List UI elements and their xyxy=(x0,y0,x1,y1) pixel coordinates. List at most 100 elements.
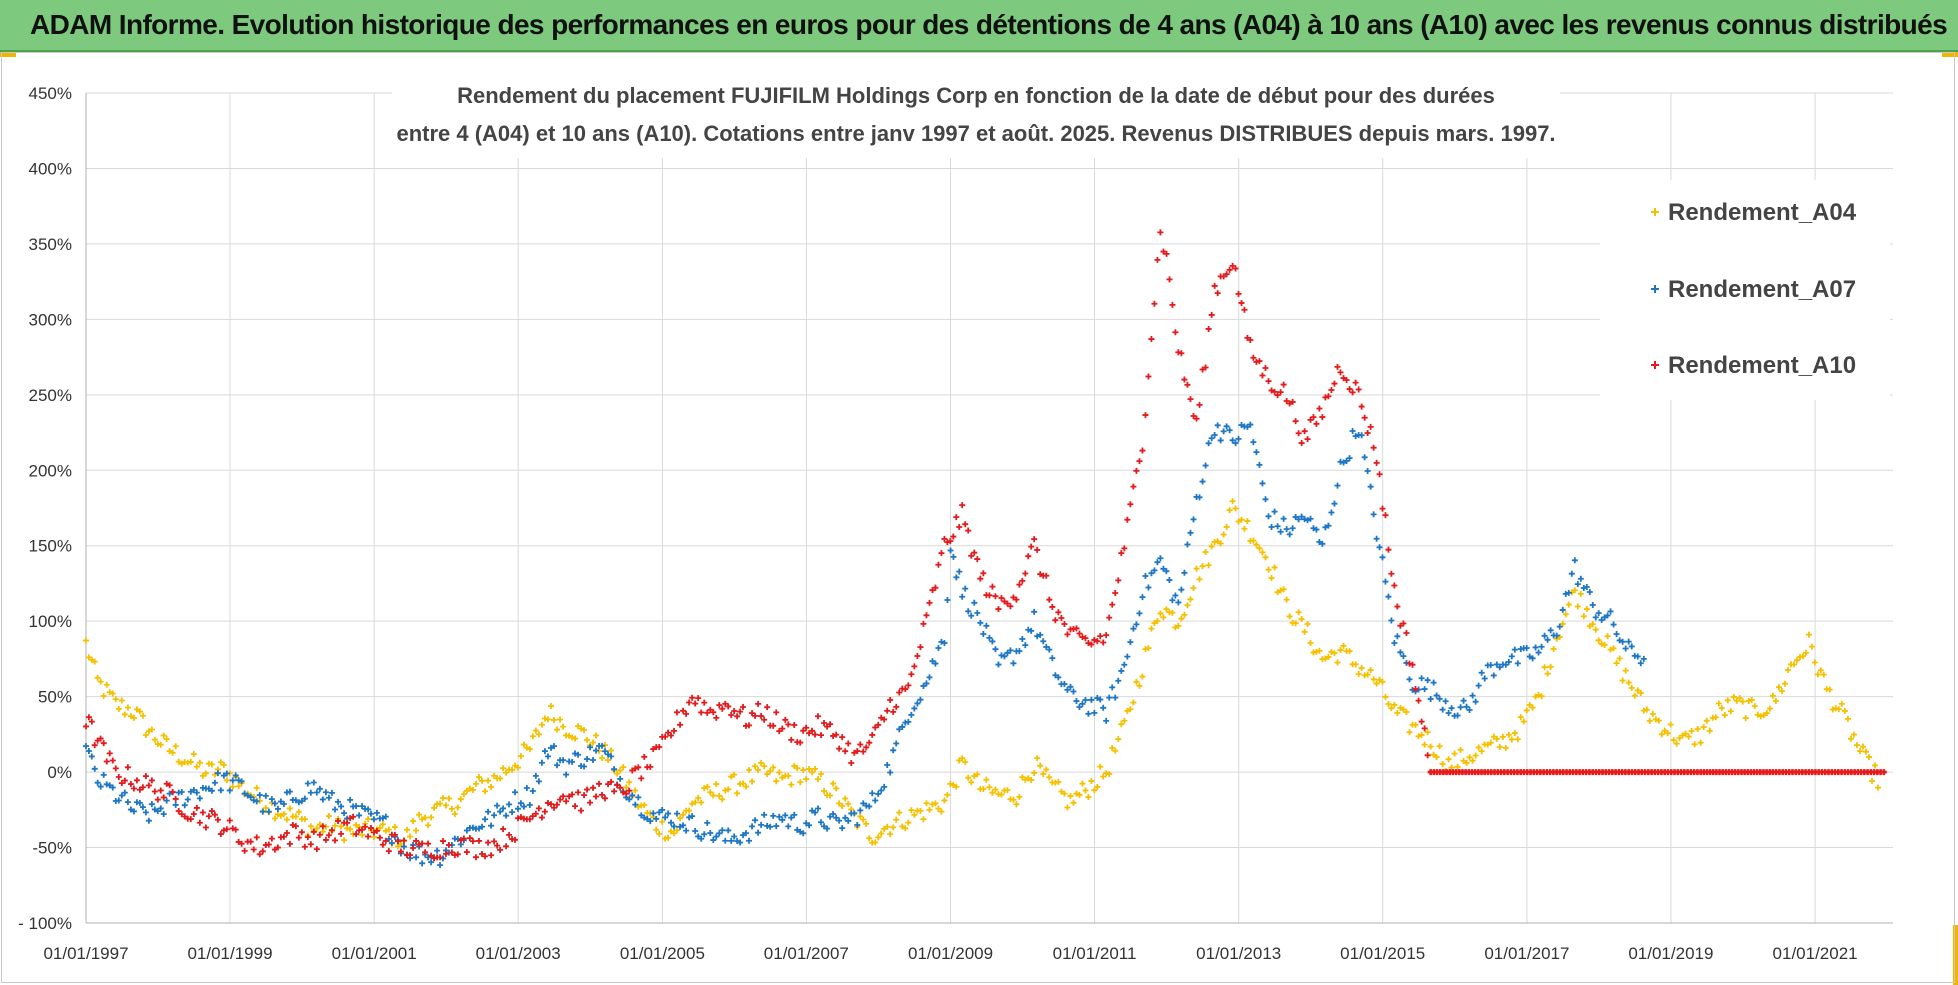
data-point xyxy=(475,825,482,832)
data-point xyxy=(1082,787,1089,794)
data-point xyxy=(403,826,410,833)
data-point xyxy=(905,819,912,826)
data-point xyxy=(602,748,609,755)
data-point xyxy=(463,827,470,834)
data-point xyxy=(1826,686,1833,693)
data-point xyxy=(1466,754,1473,761)
data-point xyxy=(229,777,236,784)
data-point xyxy=(463,787,470,794)
data-point xyxy=(1610,621,1617,628)
data-point xyxy=(560,757,567,764)
data-point xyxy=(902,825,909,832)
data-point xyxy=(479,777,486,784)
data-point xyxy=(1148,336,1155,343)
data-point xyxy=(1382,512,1389,519)
data-point xyxy=(1610,645,1617,652)
data-point xyxy=(1268,574,1275,581)
data-point xyxy=(1205,325,1212,332)
data-point xyxy=(680,707,687,714)
y-tick-label: 300% xyxy=(29,310,72,329)
data-point xyxy=(716,792,723,799)
data-point xyxy=(1487,662,1494,669)
data-point xyxy=(341,837,348,844)
data-point xyxy=(1556,623,1563,630)
data-point xyxy=(1247,336,1254,343)
data-point xyxy=(980,570,987,577)
data-point xyxy=(385,836,392,843)
data-point xyxy=(1169,597,1176,604)
data-point xyxy=(529,733,536,740)
data-point xyxy=(1424,677,1431,684)
data-point xyxy=(1376,471,1383,478)
data-point xyxy=(157,741,164,748)
data-point xyxy=(1166,276,1173,283)
data-point xyxy=(1226,507,1233,514)
data-point xyxy=(872,797,879,804)
data-point xyxy=(1028,543,1035,550)
data-point xyxy=(821,787,828,794)
data-point xyxy=(193,804,200,811)
chart-frame xyxy=(1,52,1955,983)
data-point xyxy=(974,771,981,778)
data-point xyxy=(382,837,389,844)
data-point xyxy=(797,739,804,746)
data-point xyxy=(142,809,149,816)
data-point xyxy=(250,846,257,853)
data-point xyxy=(845,740,852,747)
data-point xyxy=(1619,638,1626,645)
data-point xyxy=(463,849,470,856)
data-point xyxy=(1445,756,1452,763)
data-point xyxy=(1106,614,1113,621)
data-point xyxy=(1208,311,1215,318)
data-point xyxy=(1475,744,1482,751)
data-point xyxy=(1319,540,1326,547)
data-point xyxy=(1046,774,1053,781)
data-point xyxy=(382,827,389,834)
data-point xyxy=(344,819,351,826)
data-point xyxy=(947,538,954,545)
data-point xyxy=(139,804,146,811)
data-point xyxy=(469,824,476,831)
data-point xyxy=(725,827,732,834)
data-point xyxy=(497,846,504,853)
data-point xyxy=(1514,736,1521,743)
data-point xyxy=(365,815,372,822)
data-point xyxy=(1472,698,1479,705)
data-point xyxy=(866,739,873,746)
legend: Rendement_A04 Rendement_A07 Rendement_A10 xyxy=(1600,180,1890,400)
x-tick-label: 01/01/2015 xyxy=(1340,944,1425,963)
data-point xyxy=(785,823,792,830)
data-point xyxy=(184,796,191,803)
data-point xyxy=(1061,790,1068,797)
data-point xyxy=(734,790,741,797)
data-point xyxy=(1580,585,1587,592)
data-point xyxy=(127,781,134,788)
data-point xyxy=(535,731,542,738)
data-point xyxy=(860,748,867,755)
data-point xyxy=(148,801,155,808)
data-point xyxy=(338,823,345,830)
data-point xyxy=(286,805,293,812)
data-point xyxy=(91,742,98,749)
data-point xyxy=(1094,783,1101,790)
data-point xyxy=(1055,609,1062,616)
data-point xyxy=(1070,688,1077,695)
data-point xyxy=(256,792,263,799)
data-point xyxy=(1379,678,1386,685)
data-point xyxy=(695,794,702,801)
data-point xyxy=(1325,393,1332,400)
data-point xyxy=(587,744,594,751)
data-point xyxy=(169,749,176,756)
data-point xyxy=(1421,741,1428,748)
data-point xyxy=(740,780,747,787)
data-point xyxy=(497,808,504,815)
data-point xyxy=(728,837,735,844)
data-point xyxy=(719,796,726,803)
data-point xyxy=(611,766,618,773)
data-point xyxy=(488,852,495,859)
data-point xyxy=(704,709,711,716)
y-tick-label: 100% xyxy=(29,612,72,631)
data-point xyxy=(1109,745,1116,752)
data-point xyxy=(193,789,200,796)
